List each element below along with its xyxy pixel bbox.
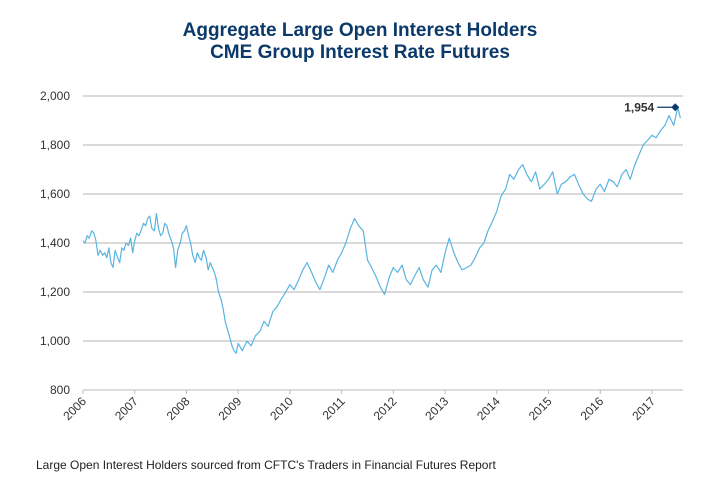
x-tick-label: 2006 bbox=[60, 394, 89, 423]
source-note: Large Open Interest Holders sourced from… bbox=[36, 458, 496, 472]
y-tick-label: 1,800 bbox=[40, 138, 70, 152]
x-tick-label: 2008 bbox=[164, 394, 193, 423]
x-tick-label: 2010 bbox=[267, 394, 296, 423]
gridlines bbox=[83, 95, 683, 391]
x-tick-label: 2017 bbox=[629, 394, 658, 423]
series-group bbox=[82, 106, 681, 354]
y-tick-label: 800 bbox=[50, 383, 70, 397]
y-tick-label: 1,400 bbox=[40, 236, 70, 250]
chart-title: Aggregate Large Open Interest Holders CM… bbox=[0, 20, 720, 64]
title-line-1: Aggregate Large Open Interest Holders bbox=[182, 20, 538, 41]
annotation-label: 1,954 bbox=[624, 100, 654, 114]
x-tick-label: 2011 bbox=[320, 394, 348, 422]
title-line-2: CME Group Interest Rate Futures bbox=[210, 42, 510, 63]
x-tick-label: 2009 bbox=[216, 394, 245, 423]
annotation-marker bbox=[671, 103, 680, 112]
x-tick-label: 2012 bbox=[371, 394, 400, 423]
series-line bbox=[82, 106, 681, 354]
x-tick-label: 2007 bbox=[112, 394, 141, 423]
x-tick-label: 2016 bbox=[578, 394, 607, 423]
x-tick-label: 2014 bbox=[474, 394, 503, 423]
y-tick-label: 1,600 bbox=[40, 187, 70, 201]
y-tick-label: 1,000 bbox=[40, 334, 70, 348]
x-tick-label: 2015 bbox=[526, 394, 555, 423]
x-axis: 2006 2007 2008 2009 2010 2011 2012 2013 2014 2015… bbox=[60, 390, 658, 423]
y-tick-label: 2,000 bbox=[40, 89, 70, 103]
x-tick-label: 2013 bbox=[422, 394, 451, 423]
y-axis: 800 1,000 1,200 1,400 1,600 1,800 2,000 bbox=[40, 89, 70, 397]
annotation-group: 1,954 bbox=[624, 100, 680, 114]
y-tick-label: 1,200 bbox=[40, 285, 70, 299]
